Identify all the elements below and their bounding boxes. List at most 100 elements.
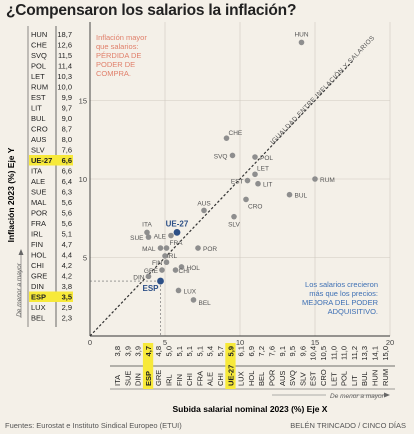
y-table-value: 8,0	[62, 135, 72, 144]
x-table-value: 3,9	[123, 346, 132, 356]
diagonal-line	[89, 60, 353, 337]
point-label-chi: CHI	[179, 268, 190, 275]
x-tick-label: 15	[311, 338, 319, 347]
x-table-value: 5,7	[216, 346, 225, 356]
y-table-label: CHE	[31, 41, 47, 50]
x-table-label: ALE	[206, 372, 215, 386]
gain-annotation-line: MEJORA DEL PODER	[302, 298, 379, 307]
y-table-label: ALE	[31, 177, 45, 186]
point-che	[223, 135, 230, 141]
point-cro	[243, 196, 249, 203]
y-table-label: CHI	[31, 261, 44, 270]
point-label-lit: LIT	[263, 182, 272, 189]
footer-source: Fuentes: Eurostat e Instituto Sindical E…	[5, 421, 182, 430]
x-table-label: LIT	[350, 375, 359, 386]
point-label-lux: LUX	[184, 288, 197, 295]
point-ue-27	[173, 228, 181, 236]
x-table-value: 9,6	[298, 346, 307, 356]
x-table-value: 7,6	[268, 346, 277, 356]
x-table-value: 5,4	[206, 346, 215, 356]
x-tick-label: 10	[236, 338, 244, 347]
y-table-highlight	[29, 155, 73, 166]
point-label-gre: GRE	[144, 268, 159, 275]
x-table-value: 10,4	[309, 346, 318, 361]
point-label-hun: HUN	[294, 31, 308, 38]
point-label-che: CHE	[229, 130, 243, 137]
x-table-label: CHI	[185, 373, 194, 386]
y-table-label: EST	[31, 93, 46, 102]
y-table-value: 10,3	[57, 72, 72, 81]
point-label-bul: BUL	[295, 193, 308, 200]
x-tick-label: 20	[386, 338, 394, 347]
y-table-value: 18,7	[57, 30, 72, 39]
x-table-value: 3,8	[113, 346, 122, 356]
point-label-fra: FRA	[170, 240, 184, 247]
point-esp	[157, 277, 164, 285]
x-table-label: POL	[340, 371, 349, 386]
y-table-value: 11,5	[58, 51, 72, 60]
x-table-label: GRE	[154, 370, 163, 386]
x-table-value: 15,0	[381, 346, 390, 361]
point-svq	[229, 152, 236, 159]
x-tick-label: 5	[163, 338, 167, 347]
point-label-sue: SUE	[130, 235, 144, 242]
x-order-arrowhead	[384, 392, 390, 398]
point-label-slv: SLV	[228, 222, 240, 229]
loss-annotation-line: que salarios:	[96, 42, 139, 51]
loss-annotation-line: PODER DE	[96, 60, 135, 69]
y-table-value: 4,4	[62, 251, 72, 260]
y-table-label: GRE	[31, 272, 47, 281]
x-table-label: RUM	[381, 369, 390, 386]
point-label-esp: ESP	[142, 284, 159, 293]
point-label-aus: AUS	[197, 200, 211, 207]
y-table-label: MAL	[31, 198, 46, 207]
x-table-label: POR	[268, 369, 277, 386]
y-table-label: LUX	[31, 303, 46, 312]
x-table-value: 5,1	[175, 346, 184, 356]
y-table-value: 2,3	[62, 314, 72, 323]
y-table-label: HUN	[31, 30, 47, 39]
x-table-value: 5,9	[226, 346, 235, 356]
x-table-value: 9,5	[288, 346, 297, 356]
data-points: HUN CHE SVQ POL LET RUM EST LIT BUL CRO AUS SLV UE-2…	[90, 31, 335, 336]
y-table-value: 9,0	[62, 114, 72, 123]
y-table-label: SUE	[31, 188, 46, 197]
loss-annotation-line: Inflación mayor	[96, 33, 147, 42]
y-table-label: AUS	[31, 135, 46, 144]
point-label-ita: ITA	[142, 221, 152, 228]
x-table-label: UE-27	[226, 365, 235, 386]
gain-annotation-line: ADQUISITIVO.	[328, 307, 378, 316]
y-table-value: 11,4	[58, 62, 72, 71]
y-table-value: 10,0	[57, 83, 72, 92]
y-table-label: CRO	[31, 125, 48, 134]
y-table-value: 3,8	[62, 282, 72, 291]
point-gre	[159, 267, 165, 273]
point-est	[244, 177, 251, 184]
y-table-label: ESP	[31, 293, 46, 302]
point-rum	[312, 176, 318, 182]
point-mal	[157, 245, 164, 251]
y-table-label: ITA	[31, 167, 42, 176]
y-table-label: SVQ	[31, 51, 47, 60]
point-ale	[168, 232, 174, 239]
loss-annotation-line: COMPRA.	[96, 69, 131, 78]
x-table-label: HUN	[371, 370, 380, 386]
y-table-label: FIN	[31, 240, 43, 249]
point-label-cro: CRO	[248, 203, 262, 210]
y-table-value: 6,3	[62, 188, 72, 197]
y-tick-label: 5	[83, 254, 87, 263]
x-table-value: 6,1	[237, 346, 246, 356]
point-label-ue-27: UE-27	[166, 219, 189, 228]
y-table-value: 3,5	[62, 293, 72, 302]
x-table-value: 14,1	[371, 346, 380, 361]
y-table-label: UE-27	[31, 156, 52, 165]
y-table-value: 4,2	[62, 272, 72, 281]
y-table-label: BEL	[31, 314, 45, 323]
y-table-value: 5,6	[62, 209, 72, 218]
gain-annotation-line: Los salarios crecieron	[305, 280, 378, 289]
x-table-value: 6,9	[247, 346, 256, 356]
y-table-label: BUL	[31, 114, 46, 123]
x-table-highlight	[225, 343, 236, 389]
